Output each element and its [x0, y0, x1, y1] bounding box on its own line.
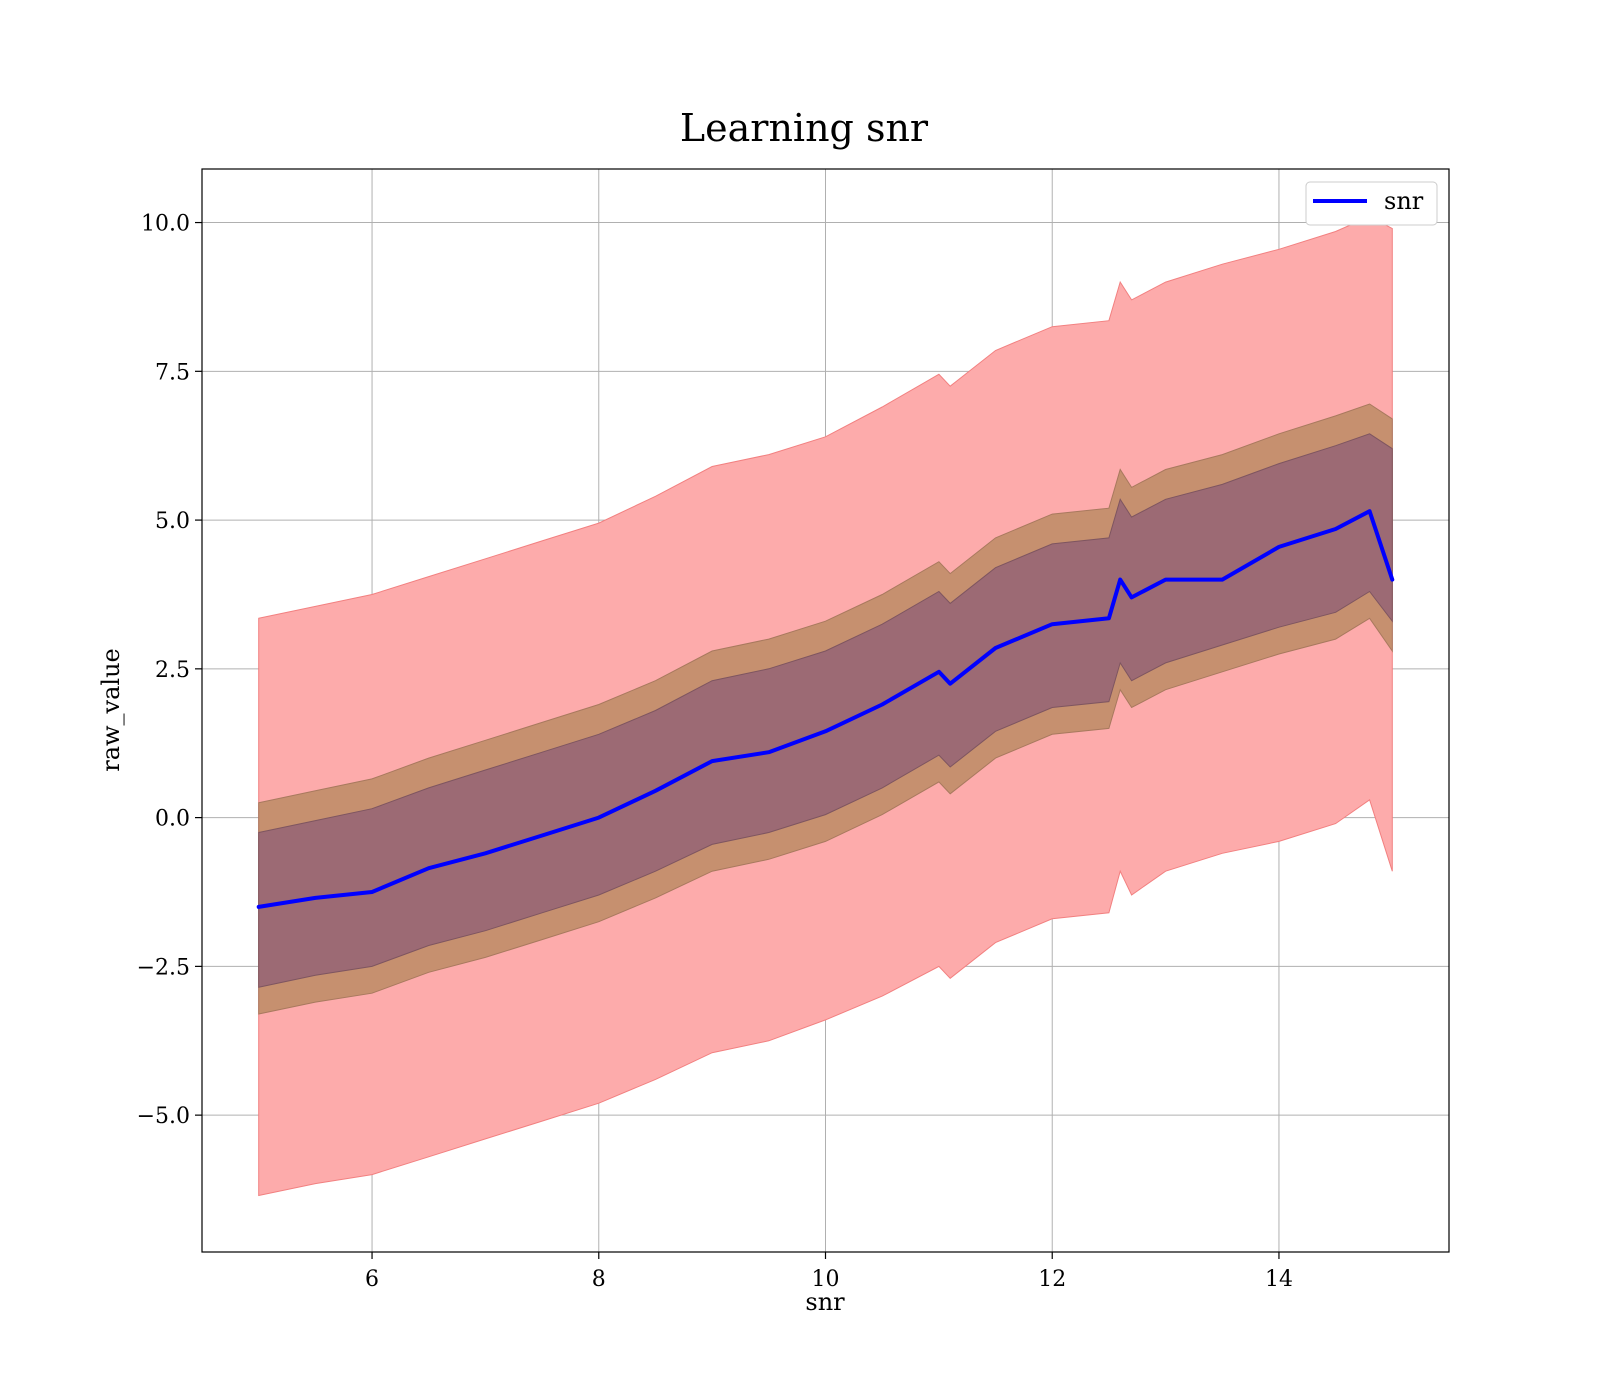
y-axis: 10.0 7.5 5.0 2.5 0.0 −2.5 −5.0 — [137, 212, 202, 1129]
legend-box — [1305, 181, 1438, 226]
x-tick-label: 12 — [1038, 1267, 1066, 1292]
x-tick-label: 14 — [1265, 1267, 1293, 1292]
x-axis-label: snr — [805, 1288, 845, 1316]
x-tick-label: 10 — [812, 1267, 840, 1292]
inner-band — [258, 433, 1393, 988]
y-tick-label: 10.0 — [141, 212, 190, 237]
y-tick-label: −5.0 — [137, 1104, 190, 1129]
chart-title: Learning snr — [680, 106, 929, 150]
legend-label: snr — [1384, 187, 1424, 215]
y-tick-label: −2.5 — [137, 955, 190, 980]
y-tick-label: 0.0 — [155, 807, 190, 832]
x-axis: 6 8 10 12 14 — [365, 1252, 1293, 1292]
series-line-snr — [256, 509, 1395, 909]
y-tick-label: 2.5 — [155, 658, 190, 683]
y-tick-label: 5.0 — [155, 509, 190, 534]
legend: snr — [1305, 181, 1438, 226]
bands-layer — [258, 216, 1393, 1197]
y-tick-label: 7.5 — [155, 360, 190, 385]
x-tick-label: 8 — [592, 1267, 606, 1292]
line-layer — [256, 509, 1395, 909]
x-tick-label: 6 — [365, 1267, 379, 1292]
y-axis-label: raw_value — [97, 648, 125, 772]
